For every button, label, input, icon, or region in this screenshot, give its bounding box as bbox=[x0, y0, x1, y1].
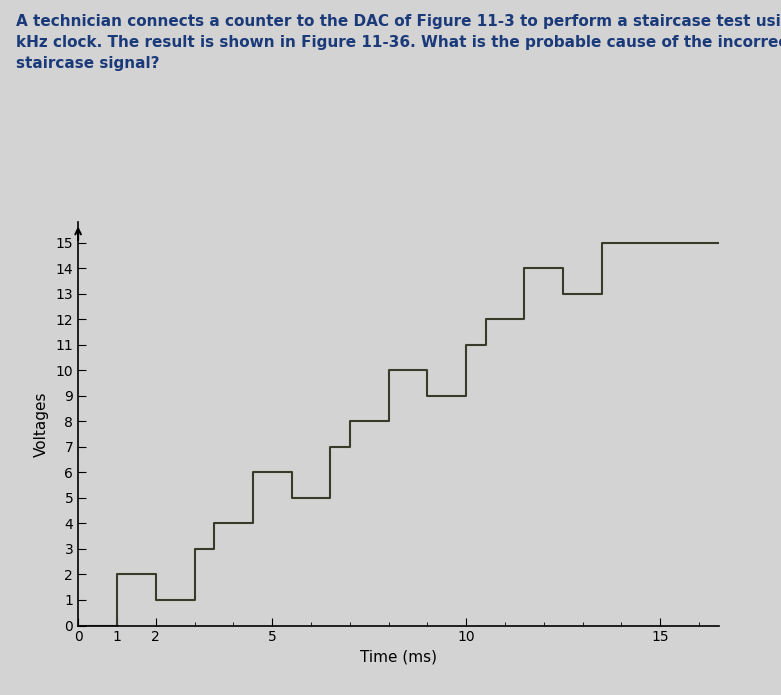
Text: A technician connects a counter to the DAC of Figure 11-3 to perform a staircase: A technician connects a counter to the D… bbox=[16, 14, 781, 71]
Y-axis label: Voltages: Voltages bbox=[34, 391, 48, 457]
X-axis label: Time (ms): Time (ms) bbox=[360, 650, 437, 665]
